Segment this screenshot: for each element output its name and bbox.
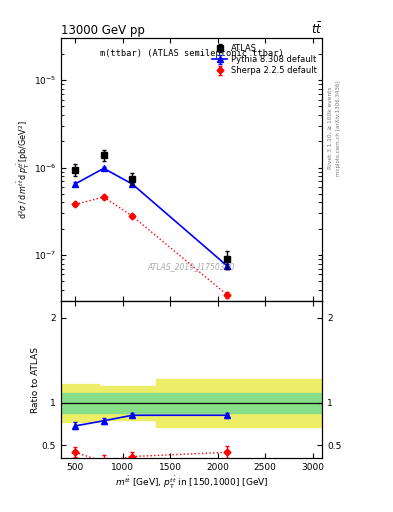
Text: Rivet 3.1.10, ≥ 100k events: Rivet 3.1.10, ≥ 100k events	[328, 87, 333, 169]
Text: mcplots.cern.ch [arXiv:1306.3436]: mcplots.cern.ch [arXiv:1306.3436]	[336, 80, 341, 176]
Y-axis label: $\mathrm{d}^2\sigma\,/\,\mathrm{d}\,m^{t\bar{t}}\,\mathrm{d}\,p_\mathrm{T}^{t\ba: $\mathrm{d}^2\sigma\,/\,\mathrm{d}\,m^{t…	[16, 120, 32, 219]
Y-axis label: Ratio to ATLAS: Ratio to ATLAS	[31, 347, 40, 413]
Text: $t\bar{t}$: $t\bar{t}$	[311, 22, 322, 37]
X-axis label: $m^{t\bar{t}}$ [GeV], $p_\mathrm{T}^{t\bar{t}}$ in [150,1000] [GeV]: $m^{t\bar{t}}$ [GeV], $p_\mathrm{T}^{t\b…	[115, 475, 268, 491]
Text: 13000 GeV pp: 13000 GeV pp	[61, 24, 145, 37]
Text: ATLAS_2019_I1750330: ATLAS_2019_I1750330	[148, 262, 235, 271]
Legend: ATLAS, Pythia 8.308 default, Sherpa 2.2.5 default: ATLAS, Pythia 8.308 default, Sherpa 2.2.…	[211, 42, 318, 77]
Text: m(ttbar) (ATLAS semileptonic ttbar): m(ttbar) (ATLAS semileptonic ttbar)	[100, 49, 283, 58]
